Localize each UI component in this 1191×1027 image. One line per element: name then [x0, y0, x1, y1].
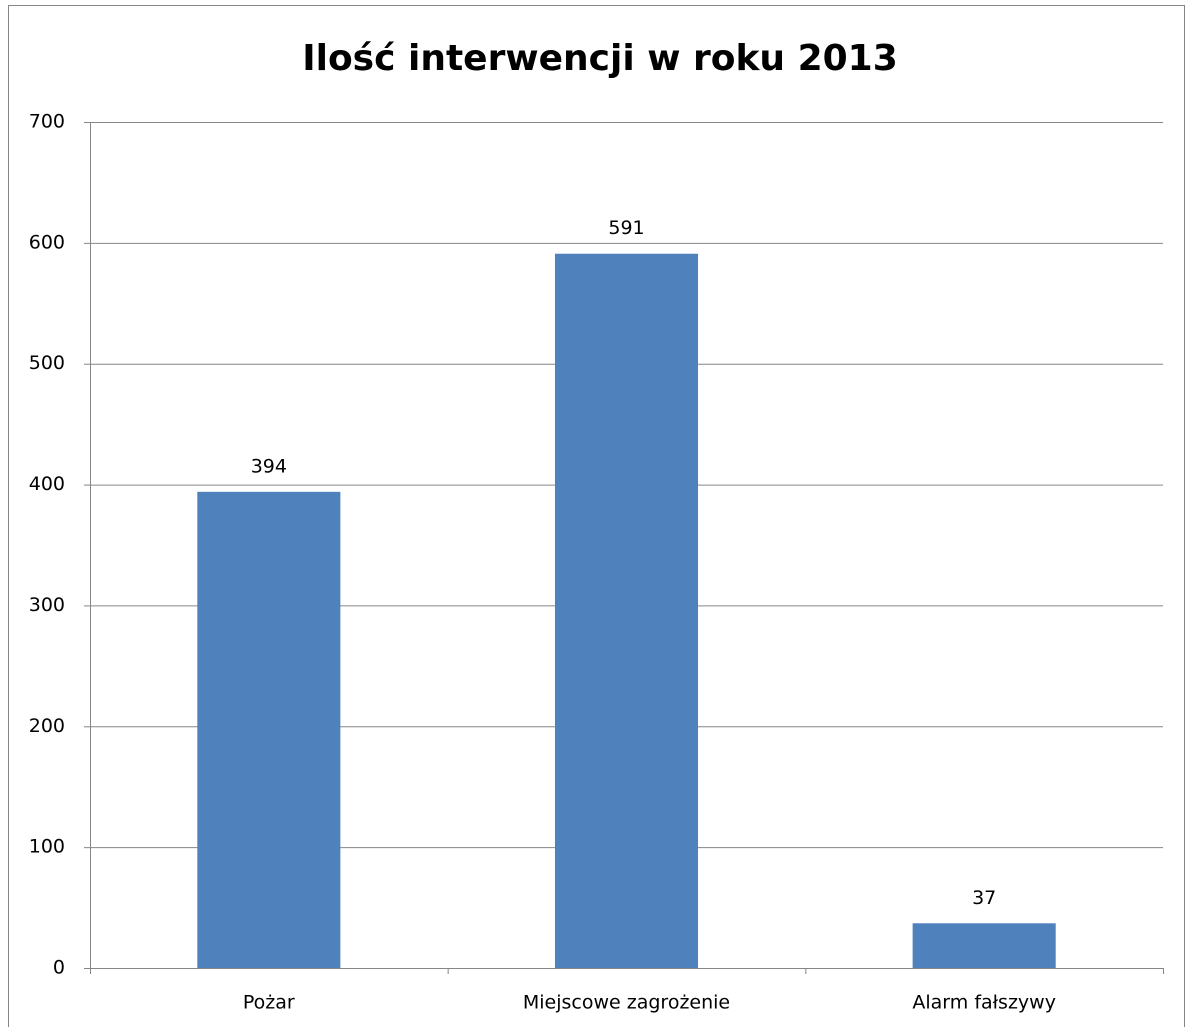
x-tick-label: Alarm fałszywy [912, 992, 1056, 1014]
y-tick-label: 600 [29, 231, 65, 253]
data-label: 37 [972, 887, 996, 909]
data-label: 394 [251, 455, 287, 477]
y-tick-label: 200 [29, 715, 65, 737]
chart-title: Ilość interwencji w roku 2013 [302, 38, 898, 79]
bar [554, 253, 699, 969]
y-tick-label: 400 [29, 473, 65, 495]
y-tick-label: 0 [53, 957, 65, 979]
bar [912, 923, 1056, 968]
x-tick-label: Miejscowe zagrożenie [523, 992, 730, 1014]
bar [197, 491, 341, 968]
data-label: 591 [608, 217, 644, 239]
y-tick-label: 500 [29, 352, 65, 374]
y-tick-label: 300 [29, 594, 65, 616]
y-tick-label: 100 [29, 836, 65, 858]
y-tick-label: 700 [29, 111, 65, 133]
x-tick-label: Pożar [243, 992, 295, 1014]
